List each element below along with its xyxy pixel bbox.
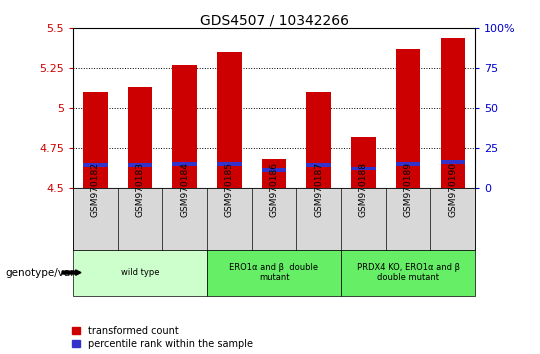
Text: GSM970187: GSM970187: [314, 162, 323, 217]
Text: GSM970190: GSM970190: [448, 162, 457, 217]
Text: wild type: wild type: [121, 268, 159, 277]
Bar: [83, 92, 107, 188]
Bar: [217, 52, 241, 188]
Bar: [83, 163, 107, 167]
Bar: [172, 162, 197, 166]
Text: GSM970188: GSM970188: [359, 162, 368, 217]
Bar: [262, 168, 286, 172]
Bar: [127, 163, 152, 167]
Bar: [172, 65, 197, 188]
Text: GSM970182: GSM970182: [91, 162, 100, 217]
Bar: [396, 49, 421, 188]
Legend: transformed count, percentile rank within the sample: transformed count, percentile rank withi…: [72, 326, 253, 349]
Text: GSM970183: GSM970183: [136, 162, 145, 217]
Bar: [351, 166, 376, 171]
Text: GSM970184: GSM970184: [180, 162, 189, 217]
Text: GSM970185: GSM970185: [225, 162, 234, 217]
Bar: [262, 159, 286, 188]
Bar: [217, 162, 241, 166]
Text: genotype/variation: genotype/variation: [5, 268, 105, 278]
Text: ERO1α and β  double
mutant: ERO1α and β double mutant: [230, 263, 319, 282]
Bar: [307, 92, 331, 188]
Title: GDS4507 / 10342266: GDS4507 / 10342266: [200, 13, 348, 27]
Text: PRDX4 KO, ERO1α and β
double mutant: PRDX4 KO, ERO1α and β double mutant: [356, 263, 460, 282]
Bar: [307, 163, 331, 167]
Text: GSM970189: GSM970189: [404, 162, 413, 217]
Bar: [441, 38, 465, 188]
Bar: [351, 137, 376, 188]
Bar: [127, 87, 152, 188]
Bar: [396, 162, 421, 166]
Text: GSM970186: GSM970186: [269, 162, 279, 217]
Bar: [441, 160, 465, 164]
